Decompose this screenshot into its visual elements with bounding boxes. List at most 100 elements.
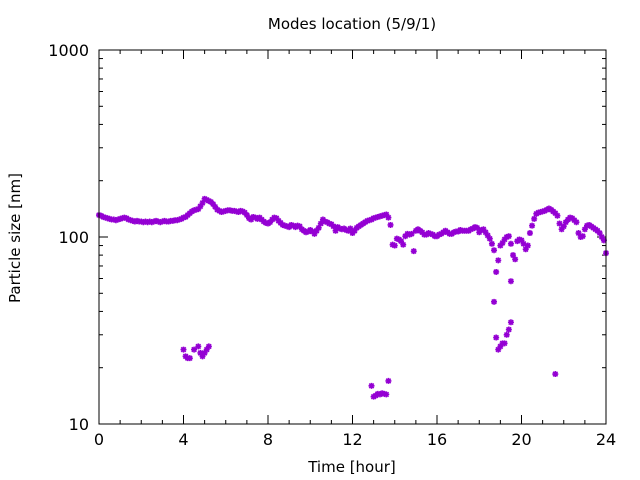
data-point (313, 227, 320, 234)
data-point (385, 377, 392, 384)
data-point (531, 215, 538, 222)
data-point (410, 248, 417, 255)
x-tick-label: 4 (178, 430, 188, 449)
chart-title: Modes location (5/9/1) (268, 15, 436, 33)
data-point (507, 319, 514, 326)
data-point (474, 224, 481, 231)
data-point (296, 223, 303, 230)
data-point (267, 219, 274, 226)
data-point (562, 219, 569, 226)
data-point (510, 252, 517, 259)
data-point (507, 278, 514, 285)
x-tick-label: 12 (342, 430, 362, 449)
data-point (581, 226, 588, 233)
data-point (552, 210, 559, 217)
x-tick-label: 0 (94, 430, 104, 449)
data-point (491, 247, 498, 254)
data-point (199, 199, 206, 206)
data-point (408, 230, 415, 237)
data-point (518, 237, 525, 244)
data-point (488, 240, 495, 247)
data-point (495, 346, 502, 353)
data-point (480, 226, 487, 233)
data-point (315, 224, 322, 231)
data-point (484, 232, 491, 239)
data-point (180, 346, 187, 353)
plot-frame (98, 49, 607, 425)
x-axis-label: Time [hour] (307, 458, 396, 476)
data-point (573, 219, 580, 226)
data-point (554, 212, 561, 219)
y-tick-label: 10 (69, 415, 89, 434)
x-tick-label: 8 (263, 430, 273, 449)
data-point (505, 233, 512, 240)
data-point (212, 203, 219, 210)
data-point (199, 353, 206, 360)
data-point (493, 268, 500, 275)
data-point (497, 242, 504, 249)
data-point (558, 226, 565, 233)
data-point (241, 209, 248, 216)
data-point (387, 221, 394, 228)
data-point (522, 246, 529, 253)
data-points (96, 195, 609, 400)
y-tick-label: 100 (58, 228, 89, 247)
data-point (516, 236, 523, 243)
data-point (512, 256, 519, 263)
data-point (273, 215, 280, 222)
data-point (351, 227, 358, 234)
axes: 0 4 8 12 16 20 24 10 100 1000 (48, 41, 616, 449)
data-point (383, 211, 390, 218)
x-tick-label: 16 (427, 430, 447, 449)
data-point (398, 238, 405, 245)
data-point (385, 214, 392, 221)
data-point (524, 242, 531, 249)
data-point (598, 234, 605, 240)
x-tick-label: 20 (511, 430, 531, 449)
data-point (491, 298, 498, 305)
data-point (317, 220, 324, 227)
data-point (501, 340, 508, 347)
data-point (243, 212, 250, 219)
data-point (577, 234, 584, 240)
data-point (311, 230, 318, 237)
data-point (556, 220, 563, 227)
data-point (501, 236, 508, 243)
data-point (493, 334, 500, 341)
data-point (383, 391, 390, 398)
data-point (495, 257, 502, 264)
data-point (600, 237, 607, 244)
data-point (205, 343, 212, 350)
data-point (186, 355, 193, 362)
data-point (197, 203, 204, 210)
data-point (526, 230, 533, 237)
data-point (347, 225, 354, 232)
data-point (389, 241, 396, 248)
x-tick-label: 24 (596, 430, 616, 449)
data-point (201, 349, 208, 356)
data-point (248, 216, 255, 223)
data-point (529, 222, 536, 229)
data-point (505, 326, 512, 333)
data-point (203, 346, 210, 353)
data-point (579, 233, 586, 240)
data-point (393, 235, 400, 242)
data-point (503, 234, 510, 240)
data-point (332, 227, 339, 234)
data-point (210, 201, 217, 208)
data-point (482, 229, 489, 236)
data-point (497, 343, 504, 350)
data-point (195, 206, 202, 213)
data-point (197, 349, 204, 356)
data-point (400, 241, 407, 248)
y-tick-label: 1000 (48, 41, 89, 60)
data-point (560, 223, 567, 230)
data-point (503, 331, 510, 338)
data-point (368, 382, 375, 389)
data-point (596, 230, 603, 237)
data-point (507, 240, 514, 247)
y-axis-label: Particle size [nm] (6, 173, 24, 303)
data-point (520, 240, 527, 247)
data-point (552, 371, 559, 378)
